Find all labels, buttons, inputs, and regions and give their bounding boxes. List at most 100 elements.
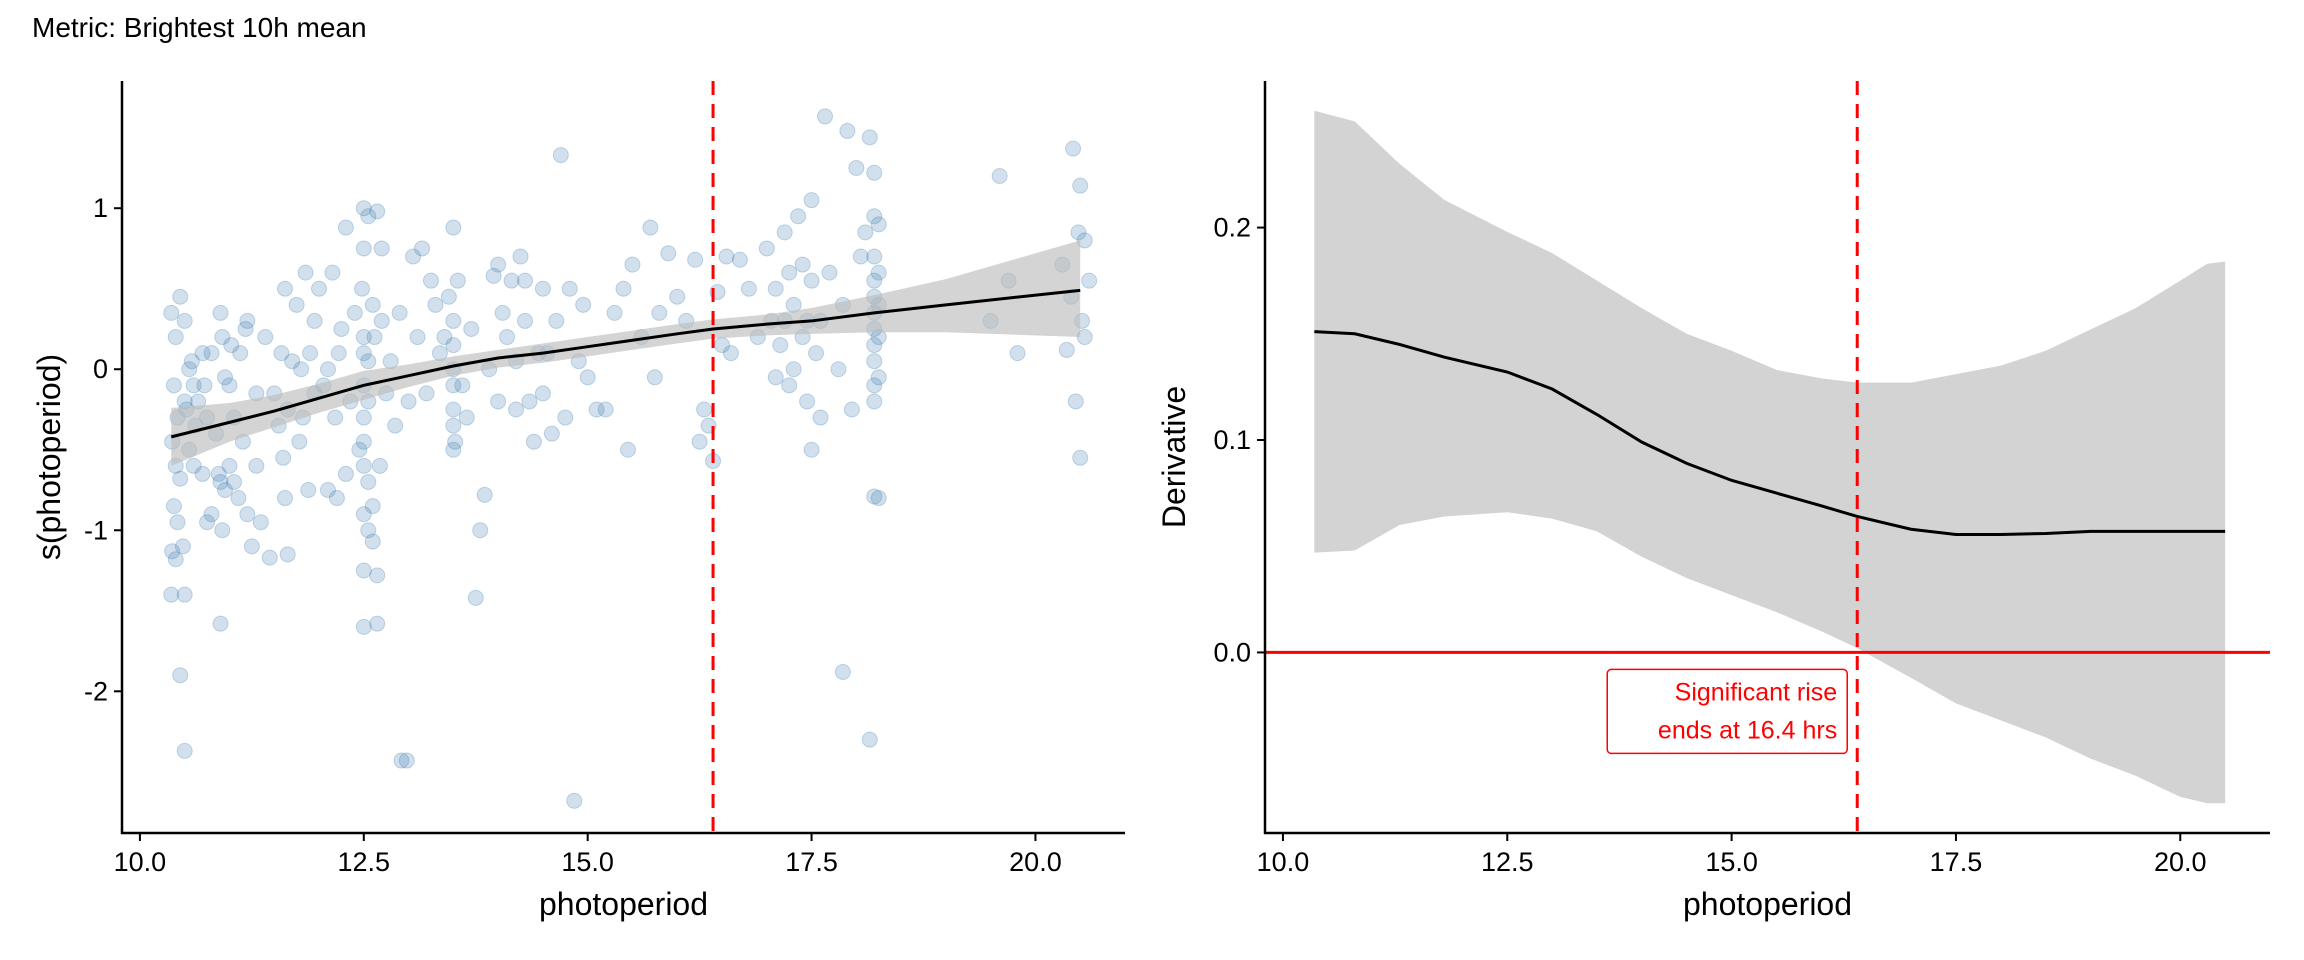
data-point — [852, 248, 869, 265]
data-point — [276, 490, 293, 507]
data-point — [212, 304, 229, 321]
data-point — [776, 224, 793, 241]
data-point — [866, 488, 883, 505]
data-point — [355, 409, 372, 426]
y-tick-label: 0.2 — [1213, 213, 1251, 243]
data-point — [445, 337, 462, 354]
data-point — [164, 543, 181, 560]
y-axis-title: s(photoperiod) — [31, 354, 67, 560]
x-tick-label: 12.5 — [338, 847, 391, 877]
y-tick-label: 1 — [93, 193, 108, 223]
data-point — [212, 615, 229, 632]
y-axis-title: Derivative — [1156, 386, 1192, 528]
data-point — [516, 312, 533, 329]
data-point — [740, 280, 757, 297]
data-point — [472, 522, 489, 539]
x-tick-label: 10.0 — [114, 847, 167, 877]
data-point — [216, 482, 233, 499]
data-point — [163, 304, 180, 321]
data-point — [223, 337, 240, 354]
data-point — [167, 329, 184, 346]
data-point — [687, 251, 704, 268]
data-point — [830, 361, 847, 378]
data-point — [333, 320, 350, 337]
data-point — [1009, 345, 1026, 362]
data-point — [239, 312, 256, 329]
data-point — [391, 304, 408, 321]
data-point — [718, 248, 735, 265]
data-point — [409, 329, 426, 346]
data-point — [866, 337, 883, 354]
data-point — [300, 482, 317, 499]
data-point — [174, 538, 191, 555]
data-point — [319, 361, 336, 378]
data-point — [196, 377, 213, 394]
x-tick-label: 15.0 — [1705, 847, 1758, 877]
data-point — [221, 457, 238, 474]
data-point — [449, 272, 466, 289]
x-tick-label: 20.0 — [2154, 847, 2207, 877]
data-point — [328, 490, 345, 507]
data-point — [1058, 341, 1075, 358]
data-point — [722, 345, 739, 362]
data-point — [660, 245, 677, 262]
data-point — [360, 473, 377, 490]
data-point — [731, 251, 748, 268]
confidence-ribbon — [1314, 110, 2226, 804]
data-point — [169, 514, 186, 531]
y-tick-label: 0 — [93, 354, 108, 384]
data-point — [579, 369, 596, 386]
data-point — [165, 498, 182, 515]
data-point — [1081, 272, 1098, 289]
data-point — [525, 433, 542, 450]
data-point — [669, 288, 686, 305]
data-point — [330, 345, 347, 362]
annotation-text: Significant rise — [1675, 678, 1838, 706]
data-point — [499, 329, 516, 346]
data-point — [870, 369, 887, 386]
data-point — [445, 219, 462, 236]
data-point — [454, 377, 471, 394]
data-point — [521, 393, 538, 410]
data-point — [355, 618, 372, 635]
data-point — [561, 280, 578, 297]
data-point — [369, 615, 386, 632]
data-point — [597, 401, 614, 418]
data-point — [225, 473, 242, 490]
data-point — [355, 562, 372, 579]
data-point — [691, 433, 708, 450]
data-point — [866, 164, 883, 181]
data-point — [302, 345, 319, 362]
data-point — [866, 377, 883, 394]
data-point — [194, 465, 211, 482]
data-point — [991, 168, 1008, 185]
data-point — [866, 208, 883, 225]
data-point — [615, 280, 632, 297]
data-point — [279, 546, 296, 563]
data-point — [512, 248, 529, 265]
data-point — [185, 457, 202, 474]
data-point — [203, 506, 220, 523]
data-point — [866, 393, 883, 410]
data-point — [319, 482, 336, 499]
data-point — [212, 473, 229, 490]
data-point — [534, 385, 551, 402]
data-point — [866, 272, 883, 289]
data-point — [624, 256, 641, 273]
data-point — [398, 752, 415, 769]
data-point — [337, 219, 354, 236]
data-point — [172, 470, 189, 487]
data-point — [490, 256, 507, 273]
x-tick-label: 17.5 — [1930, 847, 1983, 877]
data-point — [369, 203, 386, 220]
y-tick-label: -2 — [84, 676, 108, 706]
data-point — [414, 240, 431, 257]
data-point — [476, 486, 493, 503]
data-point — [355, 506, 372, 523]
data-point — [646, 369, 663, 386]
data-point — [642, 219, 659, 236]
data-point — [163, 586, 180, 603]
data-point — [311, 280, 328, 297]
data-point — [252, 514, 269, 531]
